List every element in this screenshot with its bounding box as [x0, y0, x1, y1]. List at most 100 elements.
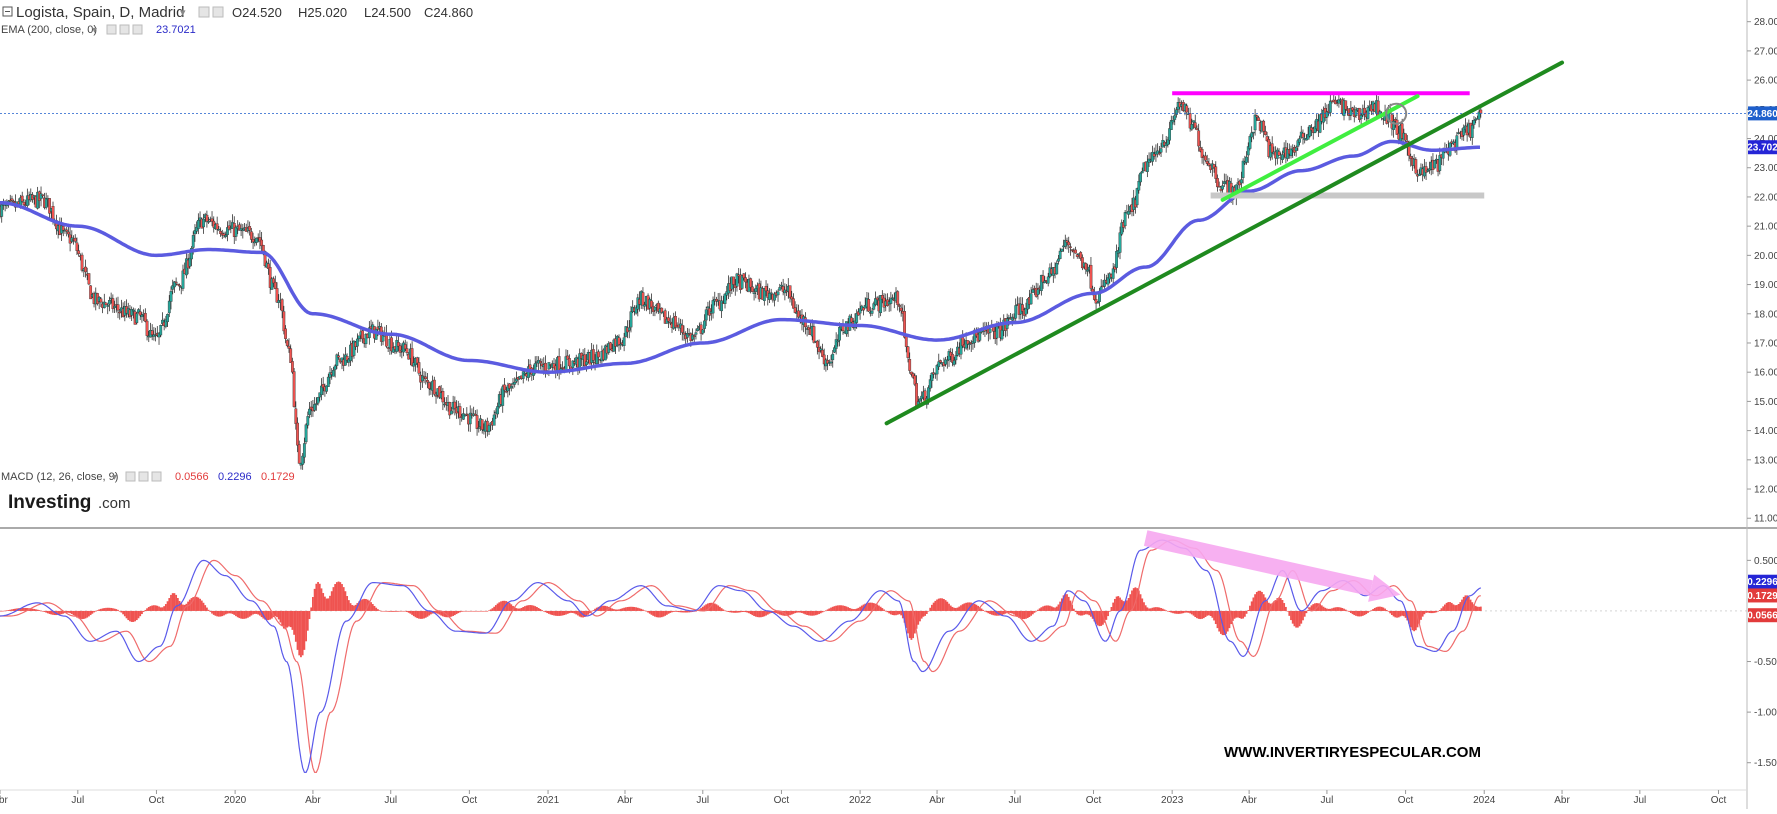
macd-visibility-icon[interactable] [125, 471, 136, 482]
candle-body [48, 198, 51, 214]
macd-histogram-bar [88, 610, 90, 617]
macd-histogram-bar [749, 610, 752, 615]
candle-body [1325, 111, 1329, 118]
macd-histogram-bar [549, 610, 552, 615]
macd-histogram-bar [1370, 610, 1373, 611]
collapse-icon[interactable] [2, 6, 13, 17]
macd-histogram-bar [1163, 609, 1166, 611]
macd-histogram-bar [1389, 610, 1392, 614]
candle-body [405, 348, 409, 353]
candle-body [1351, 107, 1354, 111]
macd-histogram-bar [778, 610, 781, 615]
macd-histogram-bar [1049, 605, 1051, 611]
macd-histogram-bar [701, 606, 704, 611]
candle-body [752, 292, 756, 295]
candle-body [927, 387, 930, 400]
macd-close-icon[interactable] [151, 471, 162, 482]
candle-body [296, 422, 299, 446]
candle-body [815, 340, 819, 348]
macd-histogram-bar [460, 610, 463, 612]
candle-body [1041, 275, 1045, 283]
macd-histogram-bar [1161, 608, 1164, 611]
macd-histogram-bar [1072, 608, 1075, 611]
ema-settings-icon[interactable] [119, 24, 130, 35]
price-tick-label: 17.000 [1754, 338, 1777, 349]
candle-body [1057, 258, 1060, 262]
ema-visibility-icon[interactable] [106, 24, 117, 35]
visibility-icon[interactable] [198, 6, 210, 18]
candle-body [862, 307, 865, 311]
macd-histogram-bar [361, 599, 364, 611]
macd-histogram-bar [125, 610, 128, 619]
candle-body [1157, 152, 1161, 154]
candle-body [191, 235, 195, 248]
macd-histogram-bar [655, 610, 658, 618]
candle-body [858, 308, 862, 314]
macd-histogram-bar [1310, 605, 1313, 611]
macd-histogram-bar [896, 610, 899, 615]
candle-body [215, 223, 219, 230]
ema-menu-icon[interactable]: ▾ [92, 25, 97, 36]
candle-body [44, 198, 48, 208]
macd-histogram-bar [206, 607, 208, 611]
macd-histogram-bar [510, 604, 513, 611]
macd-histogram-bar [508, 602, 511, 611]
candle-body [667, 317, 670, 322]
candle-body [1169, 120, 1173, 130]
macd-histogram-bar [920, 610, 923, 619]
candle-body [280, 299, 284, 312]
candle-body [634, 307, 638, 314]
macd-histogram-bar [537, 607, 540, 611]
macd-histogram-bar [893, 610, 896, 616]
macd-histogram-bar [130, 610, 133, 622]
macd-histogram-bar [763, 610, 766, 617]
candle-body [248, 226, 252, 231]
candle-body [1262, 120, 1266, 132]
macd-histogram-bar [1257, 590, 1260, 611]
macd-histogram-bar [14, 608, 17, 611]
candle-body [928, 379, 932, 389]
candle-body [226, 227, 229, 236]
candle-body [89, 285, 93, 300]
candle-body [1151, 151, 1154, 162]
ema-close-icon[interactable] [132, 24, 143, 35]
macd-histogram-bar [677, 610, 680, 613]
macd-histogram-bar [1315, 603, 1318, 611]
candle-body [111, 298, 115, 309]
macd-histogram-bar [72, 610, 75, 616]
macd-histogram-bar [329, 595, 331, 611]
candle-body [951, 353, 954, 363]
macd-settings-icon[interactable] [138, 471, 149, 482]
macd-histogram-bar [62, 610, 65, 614]
candle-body [304, 424, 308, 443]
candle-body [84, 266, 87, 273]
candle-body [1127, 211, 1130, 215]
macd-histogram-bar [1437, 610, 1439, 612]
candle-body [821, 349, 824, 357]
candle-body [650, 300, 653, 308]
candle-body [1216, 178, 1219, 188]
candle-body [1255, 115, 1259, 118]
macd-histogram-bar [1226, 610, 1229, 632]
candle-body [937, 361, 941, 367]
macd-histogram-bar [284, 610, 287, 630]
candle-body [571, 360, 575, 368]
macd-histogram-bar [1050, 606, 1053, 611]
candle-body [1248, 136, 1252, 149]
candle-body [207, 221, 211, 223]
symbol-menu-icon[interactable]: ▾ [180, 7, 186, 19]
website-watermark: WWW.INVERTIRYESPECULAR.COM [1224, 744, 1481, 761]
candle-body [118, 311, 122, 314]
macd-histogram-bar [176, 598, 179, 611]
macd-histogram-bar [919, 610, 921, 622]
settings-icon[interactable] [212, 6, 224, 18]
candle-body [210, 218, 214, 222]
macd-histogram-bar [874, 603, 877, 611]
macd-histogram-bar [954, 607, 957, 611]
macd-histogram-bar [1189, 610, 1192, 614]
macd-histogram-bar [41, 610, 44, 612]
candle-body [918, 398, 922, 402]
macd-histogram-bar [469, 610, 472, 612]
macd-menu-icon[interactable]: ▾ [112, 472, 117, 483]
macd-histogram-bar [334, 584, 337, 611]
